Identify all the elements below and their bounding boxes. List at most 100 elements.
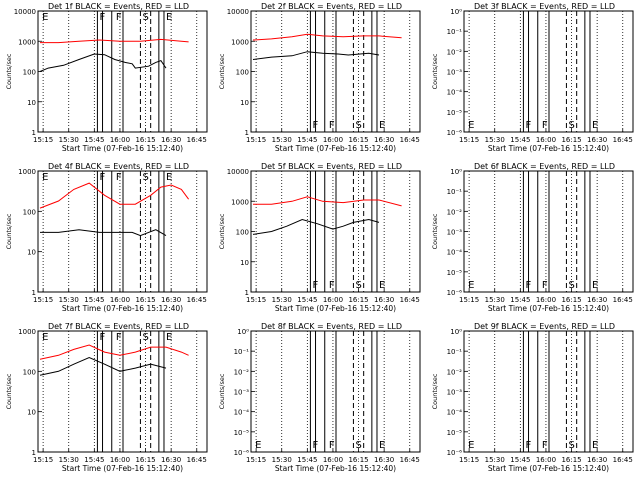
plot-frame — [250, 330, 421, 453]
lld-series-line — [39, 344, 189, 360]
flag-marker: E — [379, 280, 385, 291]
y-tick-label: 1000 — [18, 38, 36, 46]
y-tick-label: 10⁻³ — [234, 389, 250, 397]
events-series-line — [252, 51, 380, 60]
flag-marker: S — [142, 172, 148, 183]
x-tick-label: 16:00 — [536, 456, 556, 464]
plot-frame — [250, 10, 421, 133]
flag-marker: F — [542, 120, 548, 131]
flag-marker: F — [329, 280, 335, 291]
y-tick-label: 10⁻⁶ — [447, 449, 463, 457]
panel-title: Det 1f BLACK = Events, RED = LLD — [48, 2, 189, 11]
x-tick-label: 16:00 — [536, 136, 556, 144]
y-tick-label: 10 — [240, 259, 249, 267]
flag-marker: E — [592, 280, 598, 291]
x-tick-label: 16:30 — [161, 456, 181, 464]
y-tick-label: 10⁻³ — [447, 389, 463, 397]
x-tick-label: 16:00 — [536, 296, 556, 304]
x-tick-label: 16:45 — [187, 136, 207, 144]
y-axis-label: Counts/sec — [5, 373, 13, 409]
y-tick-label: 10⁻⁴ — [234, 409, 250, 417]
panel-title: Det 3f BLACK = Events, RED = LLD — [474, 2, 615, 11]
detector-panel: Det 1f BLACK = Events, RED = LLD 1 10 100 10… — [5, 2, 208, 153]
y-tick-label: 10⁻⁴ — [447, 249, 463, 257]
x-tick-label: 15:45 — [297, 136, 317, 144]
y-tick-label: 100 — [236, 69, 249, 77]
y-axis-label: Counts/sec — [218, 213, 226, 249]
flag-marker: S — [355, 120, 361, 131]
x-tick-label: 16:30 — [587, 456, 607, 464]
y-tick-label: 1 — [245, 129, 249, 137]
flag-marker: F — [116, 12, 122, 23]
panel-title: Det 8f BLACK = Events, RED = LLD — [261, 322, 402, 331]
x-tick-label: 16:45 — [187, 296, 207, 304]
y-tick-label: 100 — [23, 69, 36, 77]
x-tick-label: 15:30 — [485, 136, 505, 144]
y-tick-label: 10 — [27, 409, 36, 417]
panel-title: Det 2f BLACK = Events, RED = LLD — [261, 2, 402, 11]
y-axis-label: Counts/sec — [218, 373, 226, 409]
flag-marker: E — [166, 12, 172, 23]
y-tick-label: 1 — [32, 449, 36, 457]
plot-frame — [463, 10, 634, 133]
x-tick-label: 16:45 — [400, 136, 420, 144]
flag-marker: E — [42, 172, 48, 183]
x-tick-label: 15:45 — [84, 456, 104, 464]
flag-marker: E — [379, 440, 385, 451]
x-tick-label: 15:15 — [246, 136, 266, 144]
x-tick-label: 15:45 — [510, 456, 530, 464]
x-tick-label: 15:30 — [272, 456, 292, 464]
y-tick-label: 10⁻⁴ — [447, 409, 463, 417]
y-tick-label: 10⁰ — [237, 328, 249, 336]
x-axis-label: Start Time (07-Feb-16 15:12:40) — [62, 464, 183, 473]
flag-marker: S — [355, 280, 361, 291]
events-series-line — [39, 53, 167, 72]
flag-marker: F — [99, 172, 105, 183]
flag-marker: E — [166, 172, 172, 183]
y-tick-label: 10⁻² — [234, 368, 250, 376]
x-axis-label: Start Time (07-Feb-16 15:12:40) — [275, 304, 396, 313]
detector-panel: Det 9f BLACK = Events, RED = LLD 10⁻⁶ 10⁻⁵… — [431, 322, 634, 473]
x-tick-label: 16:45 — [400, 296, 420, 304]
panel-title: Det 5f BLACK = Events, RED = LLD — [261, 162, 402, 171]
y-tick-label: 1000 — [231, 38, 249, 46]
plot-frame — [463, 170, 634, 293]
y-tick-label: 10⁻³ — [447, 229, 463, 237]
events-series-line — [252, 218, 380, 235]
plot-frame — [37, 170, 208, 293]
flag-marker: F — [312, 280, 318, 291]
flag-marker: F — [542, 280, 548, 291]
flag-marker: F — [542, 440, 548, 451]
flag-marker: E — [468, 280, 474, 291]
y-tick-label: 10⁻⁶ — [234, 449, 250, 457]
x-tick-label: 15:30 — [485, 296, 505, 304]
x-tick-label: 16:30 — [161, 136, 181, 144]
lld-series-line — [39, 182, 190, 209]
x-tick-label: 16:45 — [613, 136, 633, 144]
detector-panel: Det 7f BLACK = Events, RED = LLD 1 10 100 10… — [5, 322, 208, 473]
y-tick-label: 10⁻² — [447, 48, 463, 56]
x-axis-label: Start Time (07-Feb-16 15:12:40) — [488, 464, 609, 473]
lld-series-line — [253, 196, 402, 207]
x-tick-label: 15:15 — [246, 296, 266, 304]
y-tick-label: 100 — [23, 368, 36, 376]
x-tick-label: 15:45 — [510, 136, 530, 144]
y-tick-label: 10⁻¹ — [234, 348, 250, 356]
x-tick-label: 16:15 — [135, 136, 155, 144]
x-tick-label: 15:30 — [59, 296, 79, 304]
x-tick-label: 16:15 — [561, 296, 581, 304]
x-tick-label: 16:30 — [587, 136, 607, 144]
detector-panel: Det 2f BLACK = Events, RED = LLD 1 10 100 10… — [218, 2, 421, 153]
flag-marker: E — [592, 440, 598, 451]
flag-marker: S — [568, 440, 574, 451]
x-tick-label: 16:30 — [374, 136, 394, 144]
y-tick-label: 100 — [236, 229, 249, 237]
y-tick-label: 10⁰ — [450, 168, 462, 176]
events-series-line — [39, 356, 167, 376]
x-tick-label: 16:15 — [348, 136, 368, 144]
x-tick-label: 15:15 — [33, 296, 53, 304]
lld-series-line — [252, 33, 402, 41]
y-tick-label: 10⁻¹ — [447, 348, 463, 356]
x-tick-label: 16:15 — [135, 456, 155, 464]
lld-series-line — [40, 38, 189, 44]
